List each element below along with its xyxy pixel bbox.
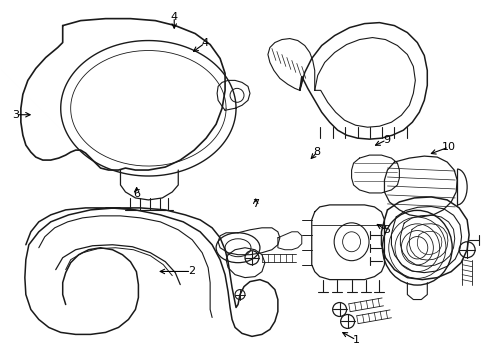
Text: 7: 7 [252, 199, 259, 210]
Text: 2: 2 [188, 266, 195, 276]
Text: 4: 4 [201, 38, 209, 48]
Text: 4: 4 [171, 12, 178, 22]
Text: 3: 3 [12, 110, 19, 120]
Text: 8: 8 [314, 147, 321, 157]
Text: 9: 9 [383, 135, 390, 145]
Text: 5: 5 [383, 225, 390, 235]
Text: 10: 10 [442, 142, 456, 152]
Text: 1: 1 [353, 335, 360, 345]
Text: 6: 6 [133, 189, 140, 199]
